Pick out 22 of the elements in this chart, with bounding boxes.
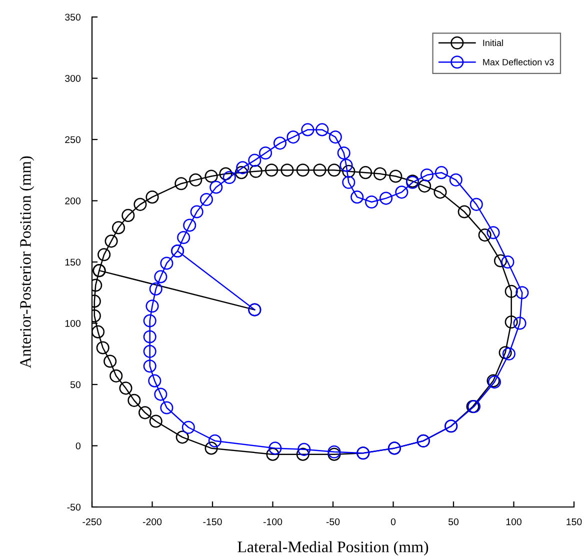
x-tick-label: -50 <box>326 518 340 526</box>
x-tick-label: -100 <box>263 518 282 526</box>
y-tick-label: 100 <box>65 320 81 327</box>
y-tick-label: 350 <box>65 14 81 21</box>
x-tick-label: -200 <box>142 518 162 526</box>
y-tick-label: 300 <box>65 74 81 82</box>
y-axis-title: Anterior-Posterior Position (mm) <box>20 156 34 368</box>
x-tick-label: 100 <box>506 518 522 526</box>
x-tick-label: -150 <box>203 518 222 526</box>
y-tick-label: 0 <box>76 442 81 450</box>
y-tick-label: 200 <box>65 197 81 204</box>
y-tick-label: 250 <box>65 136 81 144</box>
x-tick-label: 50 <box>448 518 459 526</box>
legend-label: Max Deflection v3 <box>483 58 554 66</box>
x-tick-label: -250 <box>82 518 102 526</box>
x-tick-label: 0 <box>390 518 396 526</box>
y-tick-label: 50 <box>70 381 81 388</box>
x-axis-title: Lateral-Medial Position (mm) <box>238 541 428 556</box>
legend-label: Initial <box>483 39 503 46</box>
y-tick-label: -50 <box>67 504 81 511</box>
y-tick-label: 150 <box>65 258 81 266</box>
x-tick-label: 150 <box>566 518 582 526</box>
